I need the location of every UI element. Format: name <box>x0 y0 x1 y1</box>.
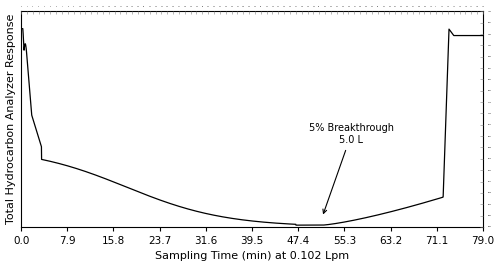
Y-axis label: Total Hydrocarbon Analyzer Response: Total Hydrocarbon Analyzer Response <box>6 14 16 224</box>
X-axis label: Sampling Time (min) at 0.102 Lpm: Sampling Time (min) at 0.102 Lpm <box>155 252 349 261</box>
Text: 5% Breakthrough
5.0 L: 5% Breakthrough 5.0 L <box>309 123 394 213</box>
